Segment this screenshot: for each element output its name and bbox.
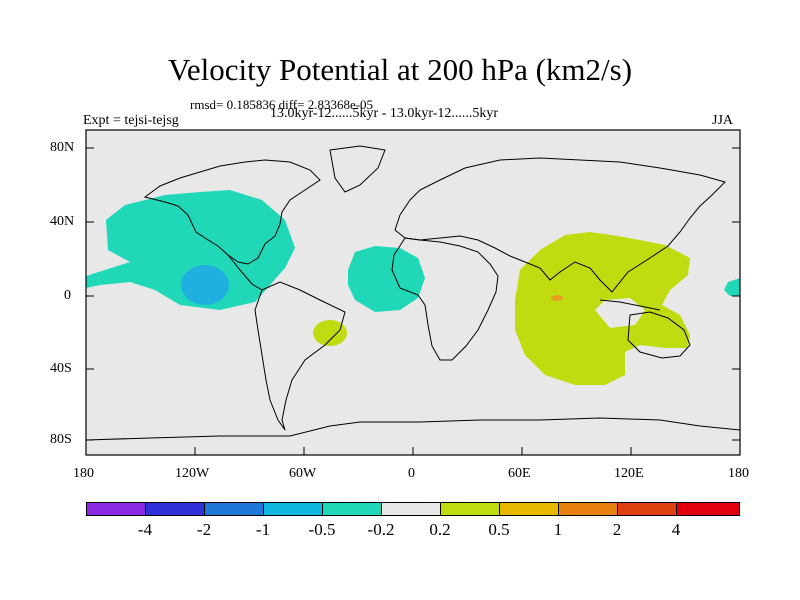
lon-label-120w: 120W [175, 466, 210, 481]
y-ticks [86, 147, 740, 441]
colorbar-swatch [558, 502, 618, 516]
lon-label-0: 0 [408, 466, 415, 481]
colorbar-swatch [145, 502, 205, 516]
colorbar-swatch [440, 502, 500, 516]
colorbar-label: 0.2 [429, 520, 451, 539]
coast-antarctica [85, 417, 741, 441]
colorbar-label: -4 [137, 520, 153, 539]
lat-label-80s: 80S [50, 432, 72, 447]
lon-label-60w: 60W [289, 466, 317, 481]
stats-text: rmsd= 0.185836 diff= 2.83368e-05 [190, 97, 374, 112]
coast-central-america [227, 254, 263, 291]
anomaly-region-atlantic [348, 246, 425, 312]
colorbar: -4 -2 -1 -0.5 -0.2 0.2 0.5 1 2 4 [86, 502, 740, 544]
colorbar-swatch [263, 502, 323, 516]
period-text: 13.0kyr-12......5kyr - 13.0kyr-12......5… [270, 106, 499, 121]
colorbar-swatch [676, 502, 740, 516]
colorbar-label: -0.2 [367, 520, 395, 539]
lon-label-120e: 120E [614, 466, 644, 481]
anomaly-core-east-pacific [181, 265, 229, 305]
anomaly-region-dateline-east [724, 278, 740, 296]
lat-label-80n: 80N [50, 140, 75, 155]
coast-indonesia [599, 299, 661, 311]
x-ticks [85, 447, 741, 455]
colorbar-swatch [381, 502, 441, 516]
colorbar-swatch [322, 502, 382, 516]
coast-north-america [143, 159, 321, 265]
coast-europe-asia [394, 157, 726, 293]
lon-label-180e: 180 [728, 466, 749, 481]
colorbar-label: 2 [612, 520, 622, 539]
coast-australia [627, 311, 691, 359]
chart-title: Velocity Potential at 200 hPa (km2/s) [167, 52, 633, 87]
colorbar-swatch [86, 502, 146, 516]
anomaly-region-asia-indian-ocean [515, 232, 690, 385]
lat-label-0: 0 [64, 288, 71, 303]
colorbar-swatch [617, 502, 677, 516]
coastlines [85, 145, 741, 441]
coast-greenland [329, 145, 386, 193]
colorbar-label: -1 [255, 520, 271, 539]
lat-label-40n: 40N [50, 214, 75, 229]
colorbar-swatch [499, 502, 559, 516]
anomaly-region-south-atlantic [313, 320, 347, 346]
colorbar-label: 0.5 [488, 520, 510, 539]
experiment-text: Expt = tejsi-tejsg [83, 113, 179, 128]
colorbar-label: 1 [553, 520, 563, 539]
colorbar-label: 4 [671, 520, 681, 539]
anomaly-core-indian-ocean [551, 295, 563, 301]
colorbar-label: -0.5 [308, 520, 336, 539]
anomaly-region-north-america [86, 190, 295, 310]
lat-label-40s: 40S [50, 361, 72, 376]
lon-label-60e: 60E [508, 466, 531, 481]
season-label: JJA [712, 113, 734, 128]
coast-africa [391, 237, 499, 361]
lon-label-180w: 180 [73, 466, 94, 481]
coast-south-america [254, 281, 346, 431]
colorbar-swatch [204, 502, 264, 516]
colorbar-label: -2 [196, 520, 212, 539]
